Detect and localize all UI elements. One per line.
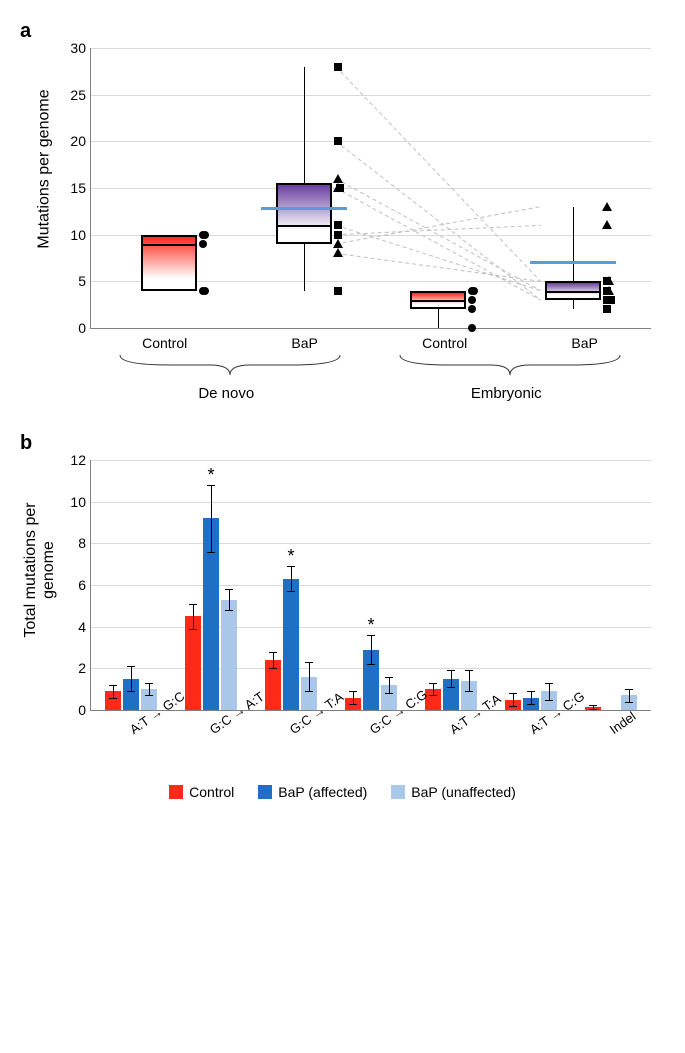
legend: Control BaP (affected) BaP (unaffected) — [20, 784, 665, 800]
panel-a-group-labels: De novo Embryonic — [90, 385, 650, 402]
swatch-bap-affected — [258, 785, 272, 799]
legend-bap-affected: BaP (affected) — [258, 784, 367, 800]
group-denovo: De novo — [198, 385, 254, 402]
bar-chart: 024681012*** — [90, 460, 651, 711]
boxplot-chart: 051015202530 — [90, 48, 651, 329]
panel-a-ylabel: Mutations per genome — [36, 89, 54, 248]
panel-a: a Mutations per genome 051015202530 Cont… — [20, 20, 665, 402]
legend-label-bap-unaffected: BaP (unaffected) — [411, 784, 516, 800]
xlabel-control-2: Control — [422, 335, 467, 351]
panel-b-xlabels: A:T → G:CG:C → A:TG:C → T:AG:C → C:GA:T … — [90, 719, 650, 734]
panel-a-xlabels: Control BaP Control BaP — [90, 335, 650, 351]
panel-a-label: a — [20, 20, 31, 42]
panel-b: b Total mutations pergenome 024681012***… — [20, 432, 665, 800]
braces-row — [90, 351, 650, 381]
legend-label-control: Control — [189, 784, 234, 800]
brace-svg — [90, 351, 650, 385]
xlabel-bap-2: BaP — [571, 335, 597, 351]
swatch-control — [169, 785, 183, 799]
xlabel-control-1: Control — [142, 335, 187, 351]
swatch-bap-unaffected — [391, 785, 405, 799]
panel-b-label: b — [20, 432, 32, 454]
legend-control: Control — [169, 784, 234, 800]
legend-label-bap-affected: BaP (affected) — [278, 784, 367, 800]
group-embryonic: Embryonic — [471, 385, 542, 402]
xlabel-bap-1: BaP — [291, 335, 317, 351]
legend-bap-unaffected: BaP (unaffected) — [391, 784, 516, 800]
